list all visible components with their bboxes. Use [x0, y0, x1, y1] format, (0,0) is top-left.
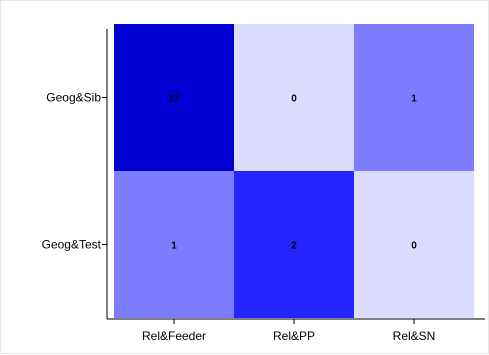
x-tick-label: Rel&Feeder — [142, 329, 206, 343]
heatmap-cell-1-2 — [354, 171, 474, 318]
heatmap-cell-1-1 — [234, 171, 354, 318]
heatmap-cell-0-1 — [234, 24, 354, 171]
cell-value-label-0-1: 0 — [291, 94, 297, 105]
heatmap-axes — [106, 29, 485, 320]
x-tick-label: Rel&PP — [273, 329, 315, 343]
heatmap-cell-1-0 — [114, 171, 234, 318]
heatmap-cell-0-2 — [354, 24, 474, 171]
cell-value-label-0-2: 1 — [411, 94, 417, 105]
y-tick-label: Geog&Sib — [46, 91, 101, 105]
heatmap-cell-0-0 — [114, 24, 234, 171]
x-tick-label: Rel&SN — [393, 329, 436, 343]
cell-value-label-1-0: 1 — [171, 241, 177, 252]
heatmap-ticks: Geog&Sib Geog&Test Rel&Feeder Rel&PP Rel&SN — [42, 91, 436, 344]
y-tick-label: Geog&Test — [42, 238, 102, 252]
cell-value-label-1-2: 0 — [411, 241, 417, 252]
heatmap-cells — [114, 24, 474, 318]
cell-value-label-0-0: 17 — [168, 94, 180, 105]
cell-value-label-1-1: 2 — [291, 241, 297, 252]
heatmap-cell-labels: 17 0 1 1 2 0 — [168, 94, 417, 252]
